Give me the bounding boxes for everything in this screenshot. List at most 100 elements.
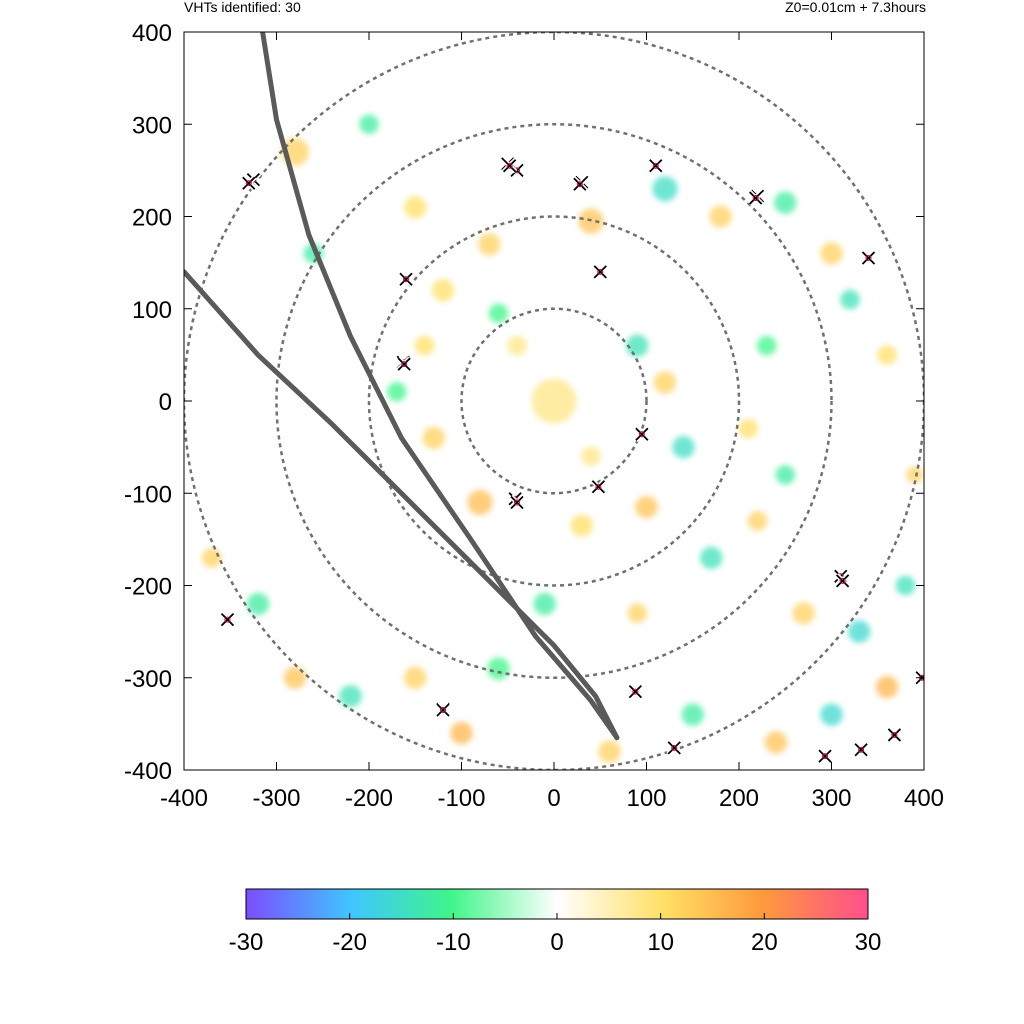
field-cell: [848, 620, 871, 643]
field-cell: [531, 378, 577, 424]
y-tick-label: -400: [124, 758, 172, 785]
field-cell: [764, 731, 788, 754]
vht-marker: [590, 479, 607, 495]
vht-marker: [666, 740, 683, 756]
colorbar-tick-label: -30: [229, 929, 264, 956]
x-tick-label: -100: [437, 785, 485, 812]
y-tick-label: -100: [124, 481, 172, 508]
range-ring: [460, 307, 648, 495]
field-cell: [422, 426, 445, 450]
field-cell: [700, 546, 723, 570]
field-cell: [246, 592, 270, 616]
colorbar-tick-label: 20: [751, 929, 778, 956]
x-tick-label: 200: [719, 785, 759, 812]
y-tick-label: 200: [132, 205, 172, 232]
vht-marker: [398, 271, 414, 287]
field-cell: [635, 495, 658, 519]
y-tick-label: 300: [132, 112, 172, 139]
x-tick-label: 400: [904, 785, 944, 812]
x-tick-label: 300: [811, 785, 851, 812]
colorbar-tick-label: -20: [332, 929, 367, 956]
y-tick-label: 0: [159, 389, 172, 416]
field-cell: [359, 114, 379, 135]
colorbar-tick-label: 10: [647, 929, 674, 956]
field-cell: [201, 548, 222, 568]
field-cell: [487, 657, 510, 680]
field-cell: [478, 232, 501, 256]
field-cell: [653, 371, 677, 394]
field-cell: [775, 465, 796, 485]
vht-marker: [219, 611, 236, 628]
colorbar-tick-label: 30: [855, 929, 882, 956]
field-cell: [820, 242, 843, 265]
vht-markers: [219, 156, 924, 764]
field-cell: [877, 345, 897, 365]
vht-marker: [853, 741, 869, 758]
field-cell: [895, 575, 916, 596]
colorbar-tick-label: 0: [550, 929, 563, 956]
field-cell: [450, 721, 473, 745]
radar-track: [184, 269, 620, 741]
field-cell: [414, 335, 435, 356]
vht-marker: [747, 190, 764, 206]
field-cell: [906, 466, 924, 484]
header-z0-time: Z0=0.01cm + 7.3hours: [785, 0, 926, 15]
field-cell: [507, 335, 527, 356]
field-cell: [598, 740, 621, 763]
x-tick-label: 0: [547, 785, 560, 812]
radar-tracks: [184, 32, 620, 741]
field-cell: [627, 603, 648, 623]
field-cell: [672, 435, 695, 459]
x-tick-label: -200: [345, 785, 393, 812]
vht-marker: [886, 727, 903, 743]
field-cell: [626, 334, 649, 357]
y-tick-label: 400: [132, 20, 172, 47]
vht-marker: [501, 157, 518, 174]
header-vht-count: VHTs identified: 30: [184, 0, 301, 15]
field-cell: [820, 703, 843, 726]
vht-marker: [435, 702, 451, 718]
y-tick-label: -300: [124, 666, 172, 693]
field-cell: [533, 592, 556, 616]
field-cell: [467, 489, 493, 516]
vht-marker: [627, 683, 644, 700]
field-cell: [404, 196, 427, 219]
field-cell: [709, 205, 732, 228]
colorbar-tick-label: -10: [436, 929, 471, 956]
vht-marker: [647, 157, 664, 174]
vht-marker: [572, 176, 588, 192]
field-cell: [339, 685, 362, 708]
colorbar: -30 -20 -10 0 10 20 30: [229, 888, 882, 956]
field-cell: [792, 601, 815, 625]
vht-marker: [834, 573, 851, 589]
x-tick-label: 100: [626, 785, 666, 812]
field-cell: [581, 446, 601, 467]
field-cell: [840, 289, 860, 310]
vht-marker: [396, 356, 412, 372]
range-ring: [367, 215, 741, 587]
field-cell: [681, 703, 704, 726]
range-rings: [184, 32, 924, 770]
y-tick-label: 100: [132, 297, 172, 324]
velocity-field: [201, 114, 924, 763]
field-cell: [570, 514, 593, 537]
colorbar-ticks: -30 -20 -10 0 10 20 30: [229, 913, 882, 956]
axis-ticks: -400 -300 -200 -100 0 100 200 300 400 400 300 200 10…: [124, 20, 944, 812]
field-cell: [386, 381, 407, 402]
field-cell: [875, 675, 899, 699]
field-cell: [738, 418, 759, 439]
field-cell: [431, 279, 455, 302]
vht-marker: [817, 748, 833, 764]
y-tick-label: -200: [124, 574, 172, 601]
field-cell: [747, 511, 768, 531]
field-cell: [488, 303, 509, 324]
vht-marker: [592, 264, 609, 280]
x-tick-label: -300: [252, 785, 300, 812]
range-ring: [275, 123, 833, 679]
radar-track: [260, 32, 620, 741]
field-cell: [774, 191, 797, 214]
field-cell: [404, 666, 427, 689]
vht-marker: [509, 494, 525, 511]
x-tick-label: -400: [160, 785, 208, 812]
